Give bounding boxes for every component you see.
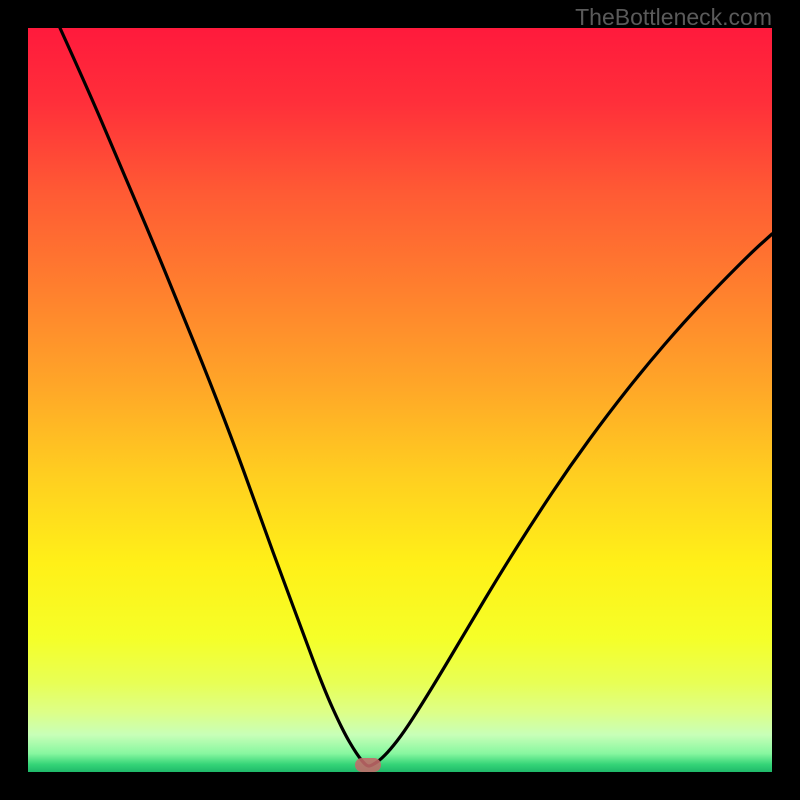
watermark-text: TheBottleneck.com (575, 4, 772, 31)
plot-area (28, 28, 772, 772)
minimum-marker (355, 758, 381, 772)
chart-frame: TheBottleneck.com (0, 0, 800, 800)
